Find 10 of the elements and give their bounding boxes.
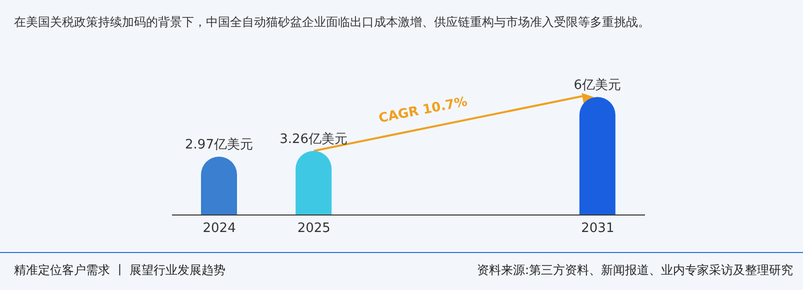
text: 精准定位客户需求 丨 展望行业发展趋势 — [14, 262, 226, 279]
data-label: 2.97亿美元 — [185, 136, 253, 153]
x-tick-label: 2025 — [297, 221, 330, 236]
data-label: 6亿美元 — [574, 77, 622, 93]
x-tick-label: 2031 — [581, 221, 614, 236]
text: 资料来源:第三方资料、新闻报道、业内专家采访及整理研究 — [476, 262, 793, 279]
chart-title: 在美国关税政策持续加码的背景下，中国全自动猫砂盆企业面临出口成本激增、供应链重构与市场准入受限等多重挑战。 — [14, 14, 650, 31]
x-tick-label: 2024 — [202, 221, 236, 236]
annotation: CAGR 10.7% — [378, 94, 469, 126]
data-label: 3.26亿美元 — [280, 130, 348, 147]
